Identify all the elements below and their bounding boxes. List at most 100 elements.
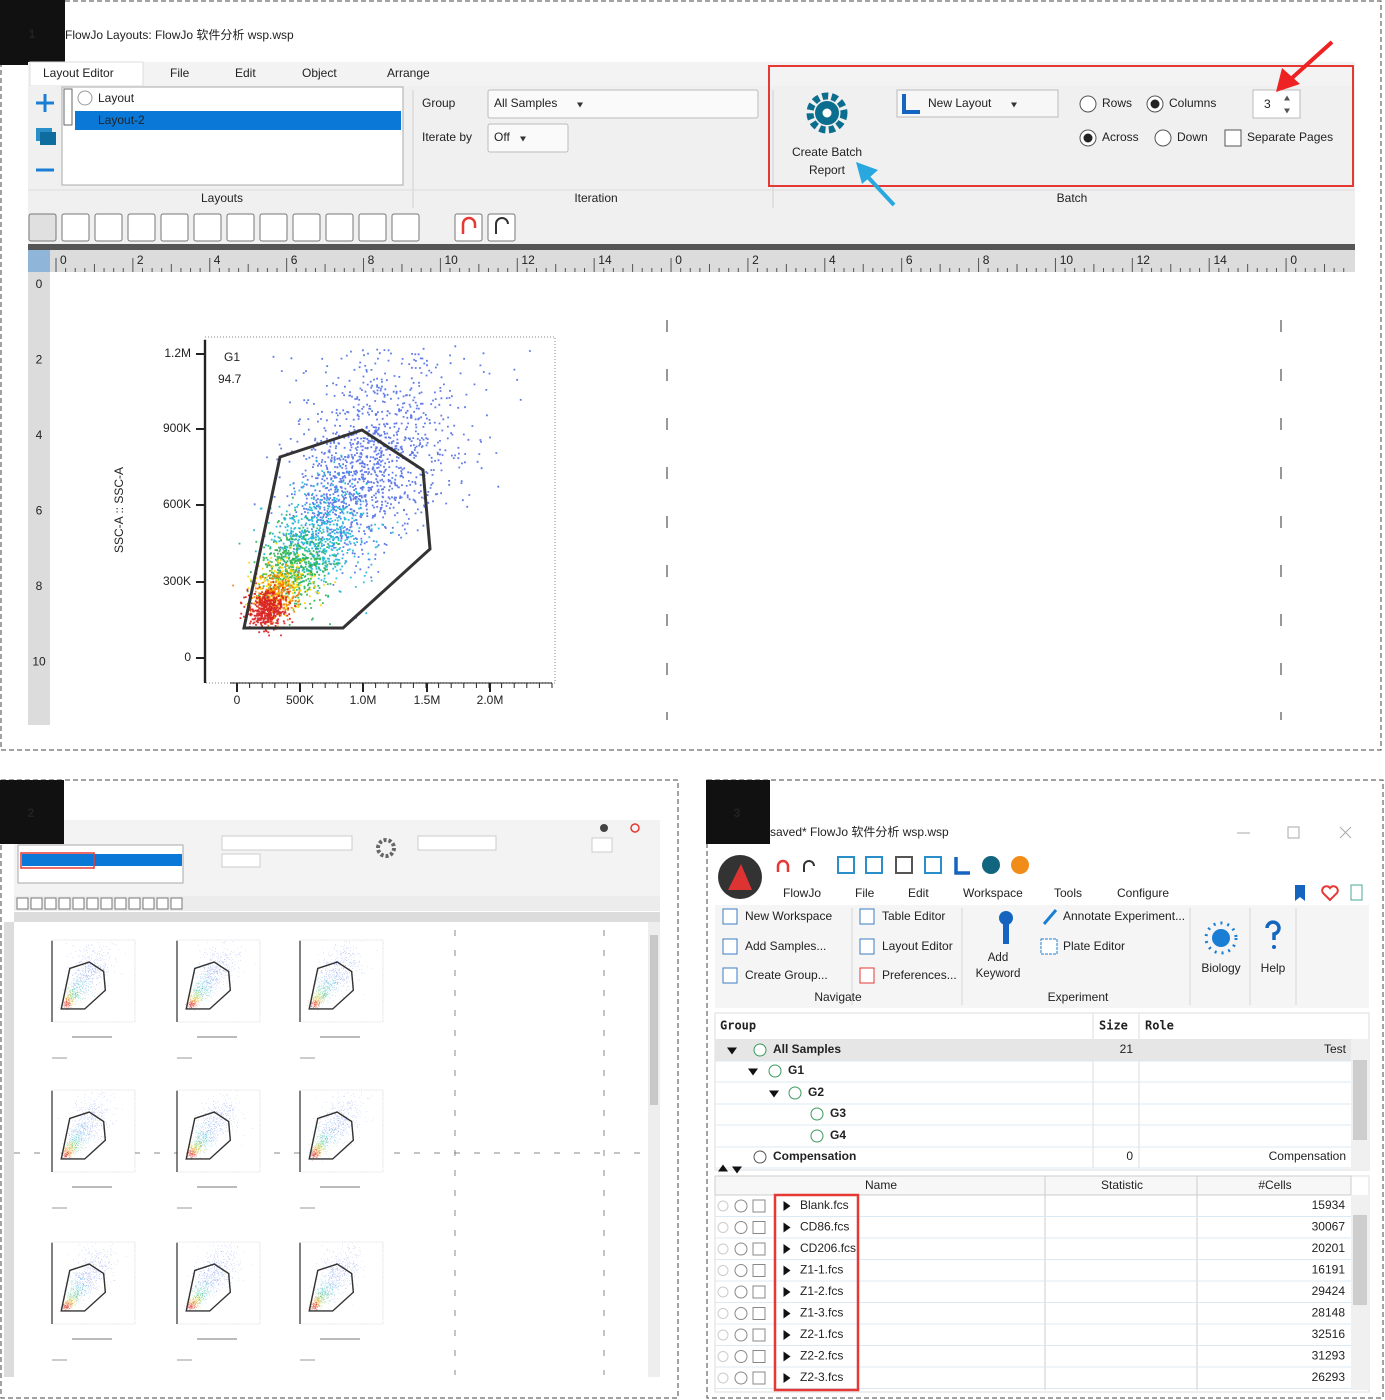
label: All Samples xyxy=(494,96,557,110)
label: Separate Pages xyxy=(1247,130,1333,144)
expand-arrow xyxy=(748,1068,758,1076)
event-dots xyxy=(186,1289,201,1309)
mini-dot-plot xyxy=(299,939,384,1023)
label: Compensation xyxy=(773,1149,856,1163)
step-badge xyxy=(0,780,64,844)
label: Annotate Experiment... xyxy=(1063,909,1185,923)
undo-icon xyxy=(461,216,477,234)
event-dots xyxy=(62,1274,95,1304)
label: Workspace xyxy=(963,886,1023,900)
toolbar-icon xyxy=(837,856,855,874)
event-dots xyxy=(309,1131,332,1162)
tool-icon xyxy=(226,213,255,242)
tool-icon xyxy=(61,213,90,242)
gate xyxy=(185,1111,232,1160)
label: Off xyxy=(494,130,510,144)
event-dots xyxy=(253,345,531,619)
label: 10 xyxy=(1060,253,1074,267)
plot-frame xyxy=(51,1241,136,1325)
plot-frame xyxy=(51,939,136,1023)
label: 1.2M xyxy=(164,346,191,360)
event-dots xyxy=(310,1293,326,1310)
group-icon xyxy=(768,1064,782,1078)
label: 28148 xyxy=(1312,1306,1346,1320)
layout-icon xyxy=(954,857,970,875)
tool-icon xyxy=(391,213,420,242)
mini-tool xyxy=(16,897,29,910)
label: Test xyxy=(1324,1042,1347,1056)
row-checkbox xyxy=(752,1242,766,1256)
annotate-icon xyxy=(1042,909,1058,925)
expand-arrow xyxy=(783,1373,791,1383)
highlight-box xyxy=(773,1193,860,1392)
expand-arrow xyxy=(783,1351,791,1362)
tool-icon xyxy=(127,213,156,242)
row-icon xyxy=(717,1329,729,1341)
mini-icon xyxy=(600,824,608,832)
tool-icon xyxy=(193,213,222,242)
label: Batch xyxy=(1057,191,1088,205)
undo-icon xyxy=(776,859,790,872)
label: 94.7 xyxy=(218,372,242,386)
label: 3 xyxy=(1264,97,1271,111)
row-checkbox xyxy=(752,1221,766,1234)
pointer-arrow xyxy=(864,173,896,207)
label: 30067 xyxy=(1312,1220,1346,1234)
spin-up xyxy=(1284,95,1290,101)
keyword-icon xyxy=(999,911,1013,925)
ruler-left xyxy=(28,272,50,725)
mini-ruler-left xyxy=(4,922,14,1377)
label: 20201 xyxy=(1312,1241,1346,1255)
label: G2 xyxy=(808,1085,824,1099)
tool-icon xyxy=(487,213,516,242)
event-dots xyxy=(311,1282,335,1307)
row-checkbox xyxy=(752,1371,766,1385)
plot-frame xyxy=(176,1241,261,1325)
label: Preferences... xyxy=(882,968,957,982)
row-icon xyxy=(717,1222,729,1233)
label: Table Editor xyxy=(882,909,945,923)
doc-icon xyxy=(1350,884,1363,901)
label: 8 xyxy=(368,253,375,267)
mini-tool xyxy=(58,897,71,910)
label: Plate Editor xyxy=(1063,939,1125,953)
spin-down xyxy=(1284,108,1290,114)
mini-tool xyxy=(30,897,43,910)
label: Z2-2.fcs xyxy=(800,1349,843,1363)
tool-icon xyxy=(160,213,189,242)
event-dots xyxy=(189,1091,253,1147)
tool-icon xyxy=(325,213,354,242)
mini-tool xyxy=(142,897,155,910)
plot-frame xyxy=(299,939,384,1023)
mini-dot-plot xyxy=(51,939,136,1023)
plot-frame xyxy=(51,1089,136,1173)
expand-arrow xyxy=(783,1265,791,1276)
label: 0 xyxy=(234,693,241,707)
label: Object xyxy=(302,66,337,80)
label: Biology xyxy=(1201,961,1240,975)
toolbar-icon xyxy=(924,856,942,874)
label: G4 xyxy=(830,1128,846,1142)
mini-tool xyxy=(170,897,183,910)
gate xyxy=(185,961,232,1010)
mini-dot-plot xyxy=(176,939,261,1023)
dropdown-arrow xyxy=(577,102,583,108)
row-icon xyxy=(717,1243,729,1255)
event-dots xyxy=(238,496,341,626)
label: Iteration xyxy=(574,191,617,205)
label: Group xyxy=(422,96,456,110)
gear-icon xyxy=(822,108,832,118)
label: 2 xyxy=(28,806,35,820)
toolbar-icon xyxy=(1011,856,1029,874)
mini-scroll-thumb xyxy=(650,935,658,1105)
samples-header xyxy=(714,1175,1352,1196)
gate xyxy=(60,1111,107,1160)
row-icon xyxy=(734,1307,748,1320)
mini-tool xyxy=(156,897,169,910)
biology-icon xyxy=(1212,929,1230,947)
plate-icon xyxy=(1040,938,1058,955)
label: New Workspace xyxy=(745,909,832,923)
mini-gear xyxy=(376,838,396,858)
label: Columns xyxy=(1169,96,1216,110)
label: Z2-1.fcs xyxy=(800,1327,843,1341)
